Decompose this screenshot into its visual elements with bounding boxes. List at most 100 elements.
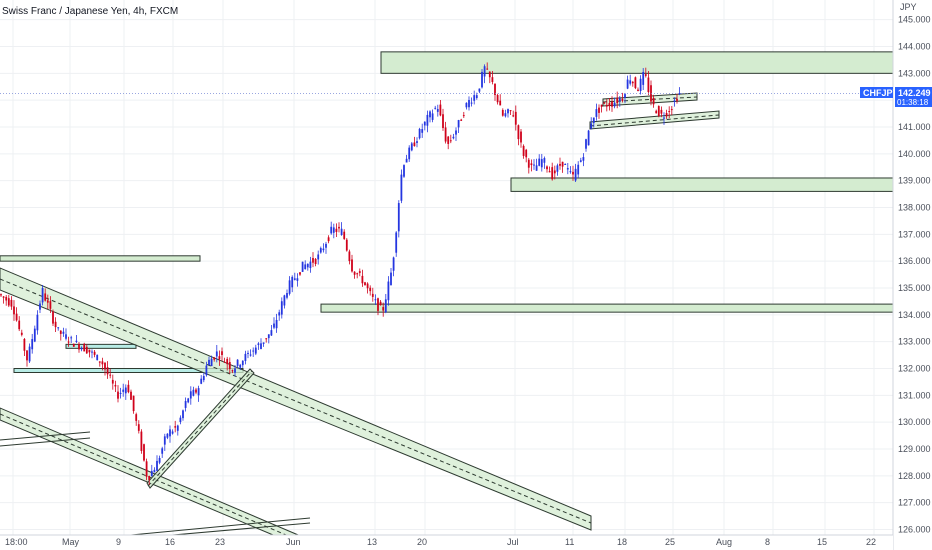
x-tick-label: May <box>62 537 80 547</box>
x-tick-label: 9 <box>116 537 121 547</box>
candle-body <box>543 158 546 163</box>
candle-body <box>579 160 582 162</box>
candle-body <box>252 350 255 352</box>
candle-body <box>600 104 603 107</box>
x-axis-panel[interactable] <box>0 535 893 550</box>
candle-body <box>504 113 507 117</box>
candle-body <box>192 389 195 396</box>
candle-body <box>67 341 70 343</box>
candle-body <box>15 313 18 321</box>
candle-body <box>65 334 67 339</box>
candle-body <box>26 350 28 361</box>
candle-body <box>270 330 273 336</box>
candle-body <box>33 328 36 342</box>
candle-body <box>234 368 236 373</box>
candle-body <box>678 93 681 95</box>
candle-body <box>356 273 359 275</box>
y-tick-label: 129.000 <box>898 444 931 454</box>
candle-body <box>143 444 145 461</box>
candle-body <box>673 100 676 102</box>
candle-body <box>215 351 218 357</box>
candle-body <box>421 129 424 133</box>
candle-body <box>330 226 333 234</box>
x-tick-label: 18 <box>617 537 627 547</box>
candle-body <box>478 88 481 92</box>
x-tick-label: Jul <box>507 537 519 547</box>
trend-channel[interactable] <box>602 92 698 107</box>
candle-body <box>91 351 93 353</box>
badge-countdown: 01:38:18 <box>897 98 929 107</box>
candle-body <box>522 145 525 156</box>
y-tick-label: 137.000 <box>898 229 931 239</box>
candle-body <box>455 130 457 135</box>
candle-body <box>59 330 62 334</box>
candle-body <box>642 71 645 85</box>
candle-body <box>226 358 229 365</box>
candle-body <box>288 280 291 294</box>
candle-body <box>88 349 91 353</box>
x-tick-label: 8 <box>765 537 770 547</box>
candle-body <box>439 104 442 116</box>
candle-body <box>327 237 330 242</box>
channel-midline <box>602 96 698 103</box>
price-zone-minor[interactable] <box>65 343 137 349</box>
zone-layer <box>0 51 894 373</box>
candle-body <box>0 294 2 296</box>
trend-channel[interactable] <box>0 267 592 531</box>
price-zone[interactable] <box>380 51 894 74</box>
channel-midline <box>147 370 253 487</box>
candle-body <box>293 278 296 280</box>
candle-body <box>85 346 88 354</box>
candle-body <box>621 98 624 101</box>
candle-body <box>434 107 437 109</box>
y-tick-label: 130.000 <box>898 417 931 427</box>
axis-unit-label: JPY <box>900 2 917 12</box>
candle-body <box>520 131 522 143</box>
candle-body <box>405 158 408 163</box>
y-axis-panel[interactable] <box>893 0 932 550</box>
candle-body <box>41 288 44 303</box>
candle-body <box>657 106 660 116</box>
candle-body <box>358 271 361 273</box>
candle-body <box>278 312 281 316</box>
candle-body <box>273 323 275 328</box>
candle-body <box>564 164 567 166</box>
candle-body <box>629 80 632 84</box>
price-zone[interactable] <box>320 303 894 313</box>
candle-body <box>46 300 49 303</box>
candle-body <box>361 275 364 284</box>
candle-body <box>631 81 634 84</box>
candle-body <box>377 298 379 311</box>
candle-body <box>592 117 595 124</box>
candle-body <box>665 112 668 117</box>
candle-body <box>72 343 75 347</box>
candle-body <box>413 142 416 147</box>
candle-body <box>590 123 593 129</box>
candle-body <box>457 120 460 128</box>
candle-body <box>169 429 171 437</box>
candle-body <box>652 98 655 105</box>
candle-body <box>83 343 86 352</box>
price-zone[interactable] <box>0 255 201 262</box>
candle-body <box>387 281 390 301</box>
candle-body <box>494 83 496 96</box>
candle-body <box>436 109 439 112</box>
candle-body <box>379 301 382 306</box>
candle-body <box>244 353 247 361</box>
candle-body <box>39 303 41 310</box>
y-tick-label: 132.000 <box>898 363 931 373</box>
candle-body <box>460 119 463 121</box>
candle-body <box>257 343 260 345</box>
candle-body <box>286 292 288 298</box>
candle-body <box>488 71 491 78</box>
candle-body <box>335 228 338 232</box>
candle-body <box>161 448 164 454</box>
candle-body <box>561 161 564 167</box>
candle-body <box>491 77 494 82</box>
price-zone[interactable] <box>510 177 894 192</box>
candle-body <box>533 164 535 166</box>
badge-price: 142.249 <box>898 88 931 98</box>
